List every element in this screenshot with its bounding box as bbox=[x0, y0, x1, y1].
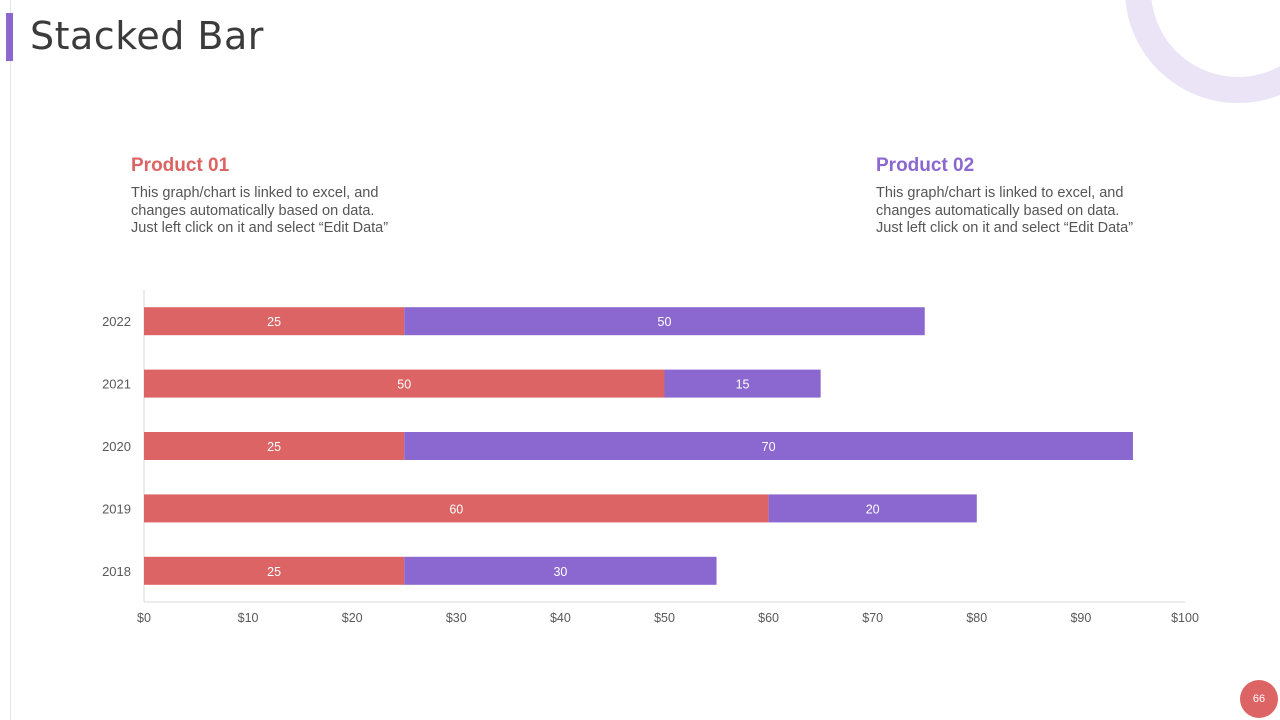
bar-data-label: 70 bbox=[762, 440, 776, 454]
bar-product-01 bbox=[144, 369, 665, 398]
x-tick-label: $30 bbox=[446, 611, 467, 625]
bar-data-label: 20 bbox=[866, 502, 880, 516]
x-tick-label: $10 bbox=[238, 611, 259, 625]
product-02-line: Just left click on it and select “Edit D… bbox=[876, 220, 1134, 236]
product-02-heading: Product 02 bbox=[876, 155, 975, 176]
product-01-description: This graph/chart is linked to excel, and… bbox=[131, 185, 421, 238]
page-number-badge: 66 bbox=[1240, 680, 1278, 718]
bar-data-label: 50 bbox=[658, 315, 672, 329]
bar-product-02 bbox=[404, 556, 717, 585]
decorative-ring-arc bbox=[1125, 0, 1280, 103]
x-tick-label: $40 bbox=[550, 611, 571, 625]
x-tick-label: $100 bbox=[1171, 611, 1199, 625]
product-01-heading: Product 01 bbox=[131, 155, 230, 176]
bar-product-01 bbox=[144, 494, 769, 523]
page-title: Stacked Bar bbox=[30, 14, 264, 58]
product-01-line: This graph/chart is linked to excel, and bbox=[131, 185, 379, 201]
x-tick-label: $0 bbox=[137, 611, 151, 625]
y-tick-label: 2019 bbox=[102, 501, 131, 516]
bar-product-02 bbox=[404, 432, 1133, 460]
bar-product-01 bbox=[144, 307, 405, 336]
x-tick-label: $70 bbox=[862, 611, 883, 625]
bar-data-label: 50 bbox=[397, 378, 411, 392]
bar-product-02 bbox=[768, 494, 977, 523]
bar-data-label: 15 bbox=[736, 378, 750, 392]
bar-data-label: 60 bbox=[449, 502, 463, 516]
title-accent-bar bbox=[6, 13, 13, 61]
bar-product-02 bbox=[664, 369, 821, 398]
y-tick-label: 2018 bbox=[102, 564, 131, 579]
x-tick-label: $20 bbox=[342, 611, 363, 625]
bar-data-label: 25 bbox=[267, 565, 281, 579]
bar-product-02 bbox=[404, 307, 925, 336]
y-tick-label: 2021 bbox=[102, 377, 131, 392]
product-02-line: changes automatically based on data. bbox=[876, 202, 1120, 219]
y-tick-label: 2020 bbox=[102, 439, 131, 454]
product-01-callout: Product 01 This graph/chart is linked to… bbox=[131, 155, 421, 238]
bar-data-label: 25 bbox=[267, 440, 281, 454]
x-tick-label: $90 bbox=[1070, 611, 1091, 625]
product-02-callout: Product 02 This graph/chart is linked to… bbox=[876, 155, 1166, 238]
y-tick-label: 2022 bbox=[102, 314, 131, 329]
product-02-line: This graph/chart is linked to excel, and bbox=[876, 185, 1124, 201]
bar-product-01 bbox=[144, 556, 405, 585]
bar-product-01 bbox=[144, 432, 405, 460]
product-01-line: Just left click on it and select “Edit D… bbox=[131, 220, 389, 236]
x-tick-label: $60 bbox=[758, 611, 779, 625]
x-tick-label: $80 bbox=[966, 611, 987, 625]
product-02-description: This graph/chart is linked to excel, and… bbox=[876, 185, 1166, 238]
x-tick-label: $50 bbox=[654, 611, 675, 625]
product-01-line: changes automatically based on data. bbox=[131, 202, 375, 219]
bar-data-label: 30 bbox=[553, 565, 567, 579]
left-margin-rule bbox=[10, 0, 11, 720]
bar-data-label: 25 bbox=[267, 315, 281, 329]
